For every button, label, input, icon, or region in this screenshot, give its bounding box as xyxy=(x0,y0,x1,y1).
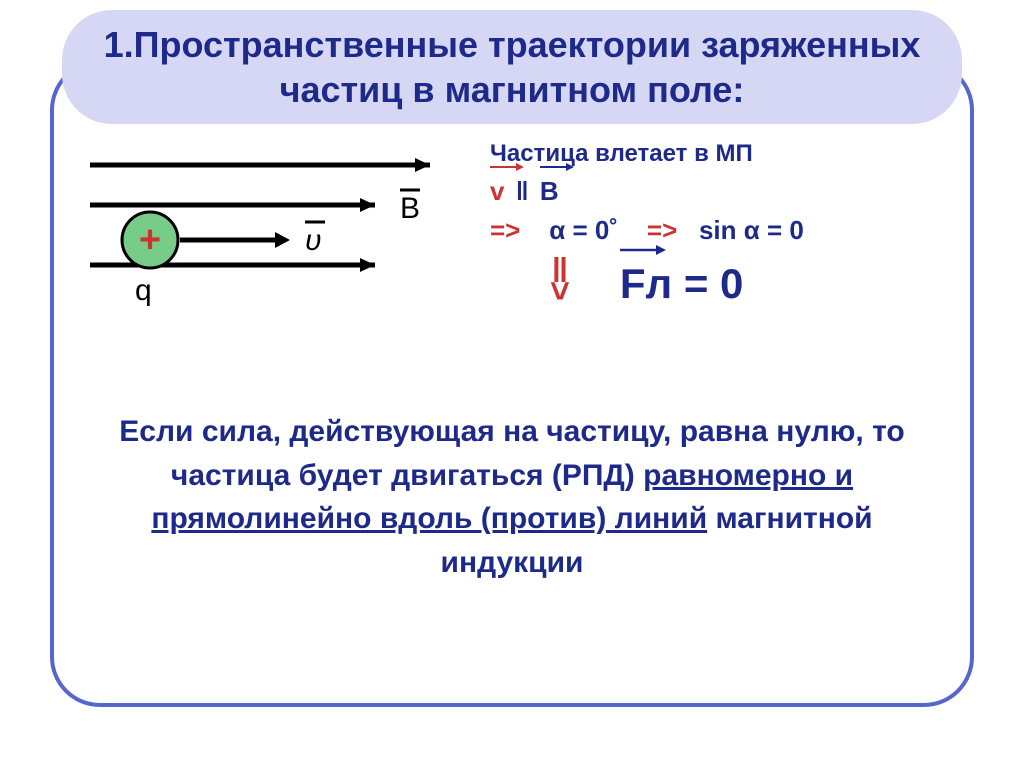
b-symbol: B xyxy=(540,176,559,206)
sin-expr: sin α = 0 xyxy=(699,215,804,245)
content-area: B + υ q Частица влетает в МП v xyxy=(70,130,954,697)
particle-plus: + xyxy=(139,219,161,261)
down-imply: ǁ ˅ xyxy=(550,261,570,308)
field-arrow-mid xyxy=(360,198,375,212)
diagram-svg: B + υ q xyxy=(80,150,460,310)
page-title: 1.Пространственные траектории заряженных… xyxy=(102,22,922,112)
lorentz-force: Fл = 0 xyxy=(620,260,744,308)
v-text: v xyxy=(490,176,504,206)
alpha-expr: α = 0˚ xyxy=(549,215,618,245)
eq-line2: v ǁ B xyxy=(490,176,950,207)
velocity-arrow xyxy=(275,232,290,248)
b-vec-arrow xyxy=(540,162,580,172)
fl-vec-arrow xyxy=(620,244,670,256)
title-band: 1.Пространственные траектории заряженных… xyxy=(62,10,962,124)
b-label: B xyxy=(400,192,420,225)
field-arrow-top xyxy=(415,158,430,172)
equations: Частица влетает в МП v ǁ B => α xyxy=(490,140,950,308)
eq-line3: => α = 0˚ => sin α = 0 xyxy=(490,215,950,246)
fl-text: Fл = 0 xyxy=(620,260,744,307)
b-text: B xyxy=(540,176,559,206)
field-arrow-bot xyxy=(360,258,375,272)
v-label: υ xyxy=(305,224,322,257)
q-label: q xyxy=(135,274,152,307)
body-text: Если сила, действующая на частицу, равна… xyxy=(100,410,924,584)
v-vec-arrow xyxy=(490,162,530,172)
v-symbol: v xyxy=(490,176,512,206)
imply-2: => xyxy=(647,215,677,245)
field-diagram: B + υ q xyxy=(80,150,460,310)
down-imply-v: ˅ xyxy=(550,282,570,302)
eq-line4: ǁ ˅ Fл = 0 xyxy=(550,260,950,308)
parallel-symbol: ǁ xyxy=(516,176,529,206)
imply-1: => xyxy=(490,215,520,245)
